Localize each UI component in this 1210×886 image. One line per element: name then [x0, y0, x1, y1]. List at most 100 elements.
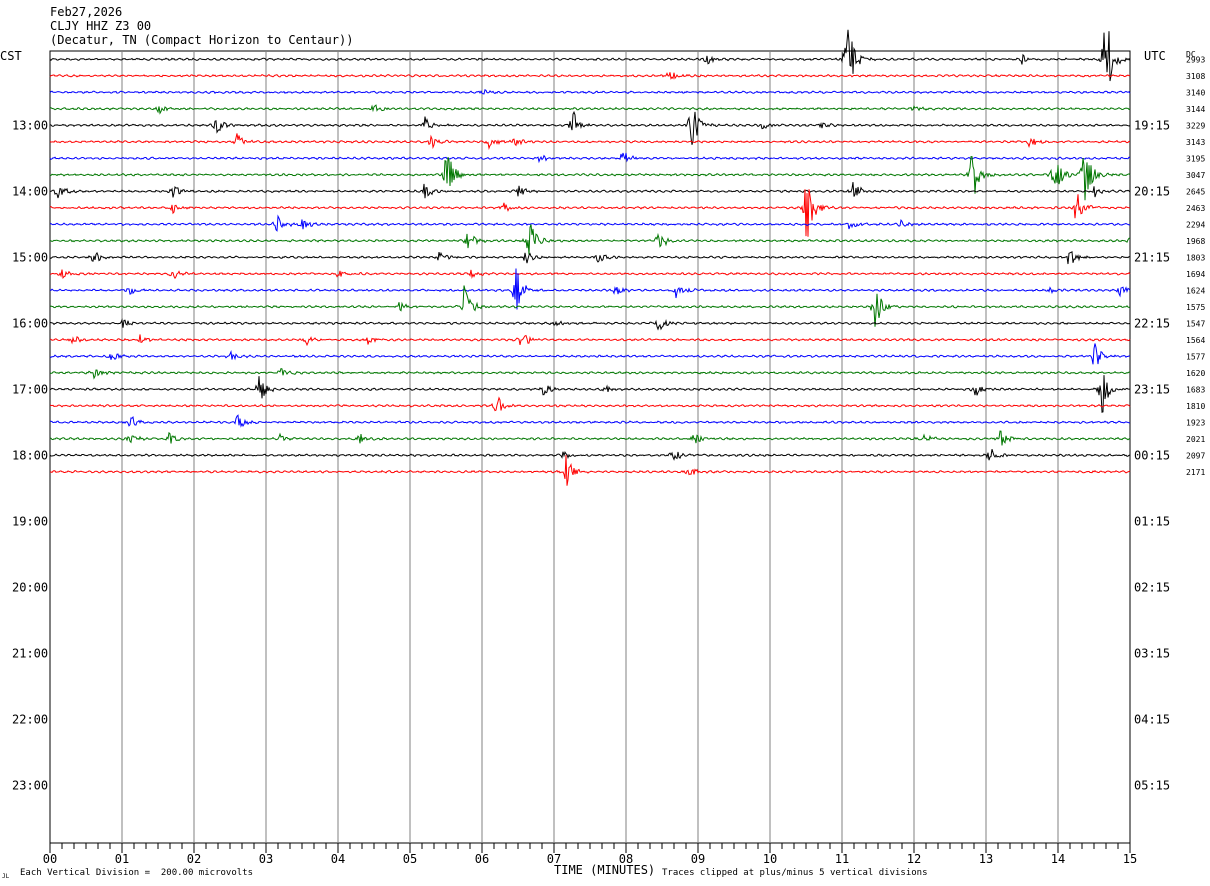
dc-offset-label: 1564 [1186, 336, 1205, 345]
dc-label: DC [1186, 50, 1196, 59]
dc-offset-label: 1683 [1186, 385, 1205, 394]
seismic-trace [49, 269, 1131, 280]
seismic-trace [50, 104, 1131, 115]
seismic-trace [49, 285, 1131, 327]
dc-offset-label: 3140 [1186, 88, 1205, 97]
cst-hour-label: 16:00 [12, 316, 48, 330]
dc-offset-label: 2645 [1186, 187, 1205, 196]
x-tick-label: 11 [835, 852, 849, 866]
seismic-trace [49, 375, 1131, 413]
dc-offset-label: 3047 [1186, 171, 1205, 180]
utc-hour-label: 22:15 [1134, 316, 1170, 330]
dc-offset-label: 2021 [1186, 435, 1205, 444]
x-tick-label: 08 [619, 852, 633, 866]
x-tick-label: 07 [547, 852, 561, 866]
dc-offset-label: 3143 [1186, 138, 1205, 147]
seismic-trace [49, 224, 1131, 255]
seismic-trace [49, 72, 1131, 80]
seismic-trace [49, 182, 1131, 199]
seismic-trace [49, 268, 1131, 310]
seismic-trace [49, 189, 1131, 237]
dc-offset-label: 3229 [1186, 121, 1205, 130]
seismic-trace [49, 89, 1131, 95]
seismic-trace [50, 367, 1131, 380]
seismic-trace [49, 110, 1131, 145]
cst-hour-label: 22:00 [12, 712, 48, 726]
dc-offset-label: 1810 [1186, 402, 1205, 411]
dc-offset-label: 1547 [1186, 319, 1205, 328]
x-tick-label: 14 [1051, 852, 1065, 866]
seismic-trace [50, 156, 1131, 201]
chart-title: CLJY HHZ Z3 00 [50, 19, 152, 33]
x-tick-label: 01 [115, 852, 129, 866]
dc-offset-label: 1624 [1186, 286, 1205, 295]
utc-hour-label: 05:15 [1134, 778, 1170, 792]
utc-hour-label: 04:15 [1134, 712, 1170, 726]
x-tick-label: 05 [403, 852, 417, 866]
dc-offset-label: 3108 [1186, 72, 1205, 81]
left-timezone-label: CST [0, 49, 22, 63]
seismic-trace [49, 250, 1131, 265]
x-tick-label: 10 [763, 852, 777, 866]
utc-hour-label: 20:15 [1134, 184, 1170, 198]
seismic-trace [49, 414, 1131, 428]
cst-hour-label: 13:00 [12, 118, 48, 132]
dc-offset-label: 3195 [1186, 154, 1205, 163]
x-tick-label: 15 [1123, 852, 1137, 866]
dc-offset-label: 2097 [1186, 451, 1205, 460]
cst-hour-label: 17:00 [12, 382, 48, 396]
dc-offset-label: 3144 [1186, 105, 1205, 114]
dc-offset-label: 1694 [1186, 270, 1205, 279]
dc-offset-label: 2993 [1186, 55, 1205, 64]
dc-offset-label: 1620 [1186, 369, 1205, 378]
x-axis-label: TIME (MINUTES) [554, 863, 656, 877]
cst-hour-label: 19:00 [12, 514, 48, 528]
seismic-trace [49, 29, 1131, 82]
seismic-trace [49, 334, 1131, 347]
seismic-trace [49, 152, 1131, 164]
cst-hour-label: 14:00 [12, 184, 48, 198]
seismic-trace [49, 318, 1131, 331]
utc-hour-label: 23:15 [1134, 382, 1170, 396]
cst-hour-label: 18:00 [12, 448, 48, 462]
clipping-note: Traces clipped at plus/minus 5 vertical … [662, 868, 928, 878]
dc-offset-label: 2463 [1186, 204, 1205, 213]
chart-location: (Decatur, TN (Compact Horizon to Centaur… [50, 33, 354, 47]
right-timezone-label: UTC [1144, 49, 1166, 63]
cst-hour-label: 15:00 [12, 250, 48, 264]
seismic-trace [49, 133, 1131, 150]
dc-offset-label: 1968 [1186, 237, 1205, 246]
x-tick-label: 13 [979, 852, 993, 866]
x-tick-label: 12 [907, 852, 921, 866]
utc-hour-label: 00:15 [1134, 448, 1170, 462]
dc-offset-label: 1577 [1186, 352, 1205, 361]
x-tick-label: 03 [259, 852, 273, 866]
seismic-trace [49, 214, 1131, 232]
seismic-trace [49, 343, 1131, 365]
dc-offset-label: 1575 [1186, 303, 1205, 312]
dc-offset-label: 1923 [1186, 418, 1205, 427]
seismic-trace [49, 396, 1131, 412]
seismic-trace [49, 430, 1131, 446]
utc-hour-label: 21:15 [1134, 250, 1170, 264]
dc-offset-label: 2294 [1186, 220, 1205, 229]
cst-hour-label: 23:00 [12, 778, 48, 792]
utc-hour-label: 03:15 [1134, 646, 1170, 660]
seismic-trace [49, 449, 1131, 461]
x-tick-label: 06 [475, 852, 489, 866]
chart-date: Feb27,2026 [50, 5, 123, 19]
dc-offset-label: 2171 [1186, 468, 1205, 477]
cst-hour-label: 20:00 [12, 580, 48, 594]
vertical-division-note: Each Vertical Division = 200.00 microvol… [20, 868, 253, 878]
seismic-trace [49, 454, 1131, 486]
x-tick-label: 09 [691, 852, 705, 866]
utc-hour-label: 01:15 [1134, 514, 1170, 528]
x-tick-label: 04 [331, 852, 345, 866]
utc-hour-label: 02:15 [1134, 580, 1170, 594]
dc-offset-label: 1803 [1186, 253, 1205, 262]
corner-mark: JL [2, 873, 10, 880]
utc-hour-label: 19:15 [1134, 118, 1170, 132]
x-tick-label: 00 [43, 852, 57, 866]
x-tick-label: 02 [187, 852, 201, 866]
